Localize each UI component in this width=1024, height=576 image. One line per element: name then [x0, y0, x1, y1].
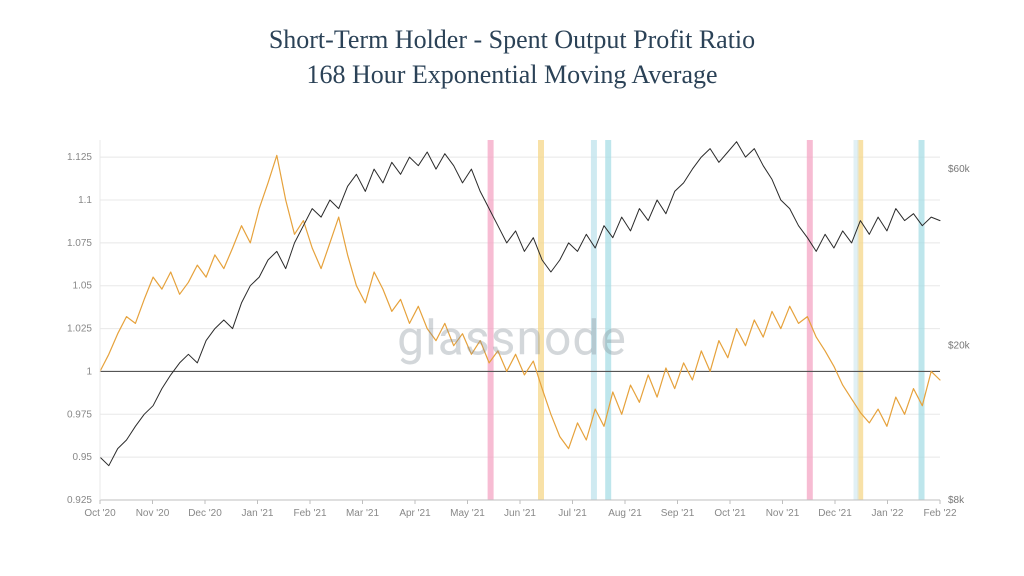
chart-svg: 0.925 0.95 0.975 1 1.025 1.05 1.075 1.1 1.125 $8k…	[40, 130, 984, 530]
svg-text:Oct '20: Oct '20	[84, 508, 116, 519]
svg-text:0.95: 0.95	[73, 452, 93, 463]
svg-text:Oct '21: Oct '21	[714, 508, 746, 519]
svg-text:May '21: May '21	[450, 508, 485, 519]
chart-title-line2: 168 Hour Exponential Moving Average	[0, 57, 1024, 92]
svg-text:1.025: 1.025	[67, 324, 92, 335]
svg-text:Sep '21: Sep '21	[661, 508, 695, 519]
svg-text:Feb '22: Feb '22	[923, 508, 956, 519]
svg-text:$8k: $8k	[948, 495, 965, 506]
chart-title-block: Short-Term Holder - Spent Output Profit …	[0, 0, 1024, 92]
svg-text:1.125: 1.125	[67, 152, 92, 163]
svg-text:Jan '22: Jan '22	[872, 508, 904, 519]
svg-text:Apr '21: Apr '21	[399, 508, 431, 519]
svg-text:Nov '20: Nov '20	[136, 508, 170, 519]
svg-text:1: 1	[86, 366, 92, 377]
svg-text:Jun '21: Jun '21	[504, 508, 536, 519]
svg-text:Jul '21: Jul '21	[558, 508, 587, 519]
svg-text:$20k: $20k	[948, 341, 971, 352]
svg-text:0.925: 0.925	[67, 495, 92, 506]
svg-text:Mar '21: Mar '21	[346, 508, 379, 519]
svg-text:Jan '21: Jan '21	[242, 508, 274, 519]
svg-text:Nov '21: Nov '21	[766, 508, 800, 519]
chart-area: 0.925 0.95 0.975 1 1.025 1.05 1.075 1.1 1.125 $8k…	[40, 130, 984, 546]
svg-text:Feb '21: Feb '21	[293, 508, 326, 519]
chart-title-line1: Short-Term Holder - Spent Output Profit …	[0, 22, 1024, 57]
svg-text:Dec '20: Dec '20	[188, 508, 222, 519]
svg-text:Aug '21: Aug '21	[608, 508, 642, 519]
svg-text:Dec '21: Dec '21	[818, 508, 852, 519]
svg-text:1.075: 1.075	[67, 238, 92, 249]
svg-text:1.05: 1.05	[73, 281, 93, 292]
svg-text:0.975: 0.975	[67, 409, 92, 420]
svg-text:$60k: $60k	[948, 164, 971, 175]
svg-text:1.1: 1.1	[78, 195, 92, 206]
